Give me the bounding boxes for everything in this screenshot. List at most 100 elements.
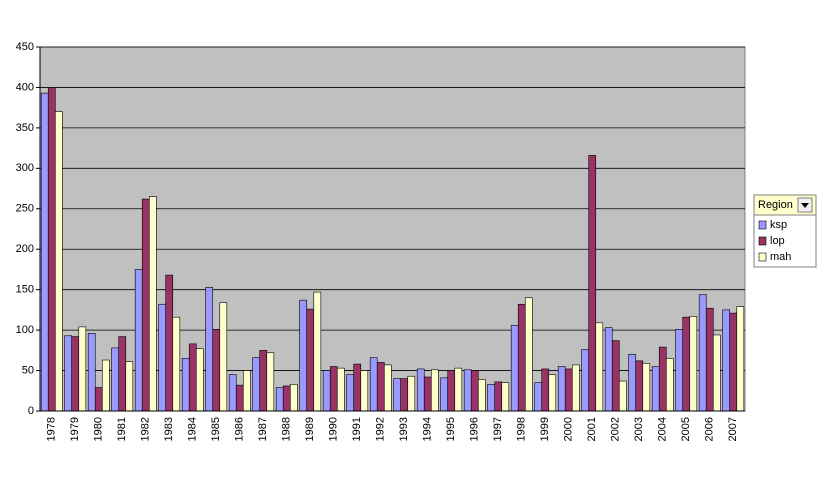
legend-label: lop <box>770 235 785 247</box>
x-tick-label: 1999 <box>539 417 551 441</box>
bar <box>336 367 345 412</box>
x-tick-label: 1989 <box>304 417 316 441</box>
bar <box>205 286 214 412</box>
x-tick-label: 2005 <box>680 417 692 441</box>
bar <box>665 358 674 412</box>
legend-dropdown[interactable] <box>797 197 813 213</box>
bar <box>383 364 392 412</box>
bar <box>259 350 268 412</box>
bar <box>658 346 667 412</box>
bar <box>94 387 103 412</box>
bar <box>463 369 472 412</box>
bar <box>447 370 456 412</box>
bar <box>651 366 660 412</box>
bar <box>235 384 244 412</box>
bar <box>736 306 745 412</box>
bar <box>118 336 127 412</box>
bar <box>604 327 613 412</box>
bar <box>494 381 503 412</box>
bar <box>705 307 714 412</box>
x-tick-label: 2006 <box>704 417 716 441</box>
legend-swatch <box>758 220 767 230</box>
bar <box>299 299 308 412</box>
bar <box>487 384 496 412</box>
bar <box>282 385 291 412</box>
bar <box>353 363 362 412</box>
legend-swatch <box>758 236 767 246</box>
bar <box>477 379 486 412</box>
bar <box>346 374 355 412</box>
bar <box>642 362 651 412</box>
bar <box>228 374 237 412</box>
bar <box>47 87 56 412</box>
bar <box>158 303 167 412</box>
bar <box>78 326 87 412</box>
bar <box>517 303 526 412</box>
legend-label: ksp <box>770 219 787 231</box>
x-tick-label: 1985 <box>210 417 222 441</box>
bar <box>400 378 409 412</box>
x-tick-label: 1979 <box>69 417 81 441</box>
y-tick-label: 250 <box>16 203 34 215</box>
bar <box>628 354 637 412</box>
bar <box>71 336 80 412</box>
bar <box>87 333 96 412</box>
x-tick-label: 2002 <box>610 417 622 441</box>
bar <box>682 316 691 412</box>
legend-title: Region <box>758 199 793 211</box>
y-tick-label: 100 <box>16 324 34 336</box>
bar <box>729 312 738 412</box>
x-tick-label: 1987 <box>257 417 269 441</box>
x-tick-label: 2003 <box>633 417 645 441</box>
bar <box>313 291 322 412</box>
bar <box>393 378 402 412</box>
bar <box>635 360 644 412</box>
x-tick-label: 1986 <box>234 417 246 441</box>
bar <box>64 335 73 412</box>
legend-swatch <box>758 252 767 262</box>
bar <box>454 367 463 412</box>
bar <box>595 322 604 412</box>
x-tick-label: 1991 <box>351 417 363 441</box>
x-tick-label: 1988 <box>281 417 293 441</box>
bar <box>360 370 369 412</box>
bar <box>219 302 228 412</box>
bar <box>675 329 684 412</box>
bar <box>407 375 416 412</box>
x-tick-label: 1980 <box>93 417 105 441</box>
bar <box>306 308 315 412</box>
bar <box>376 362 385 412</box>
x-tick-label: 1998 <box>516 417 528 441</box>
bar <box>430 369 439 412</box>
bar <box>134 269 143 412</box>
bar <box>322 370 331 412</box>
bar <box>172 316 181 412</box>
dropdown-arrow[interactable] <box>801 203 809 208</box>
bar <box>712 334 721 412</box>
bar <box>242 370 251 412</box>
bar <box>722 309 731 412</box>
bar <box>416 368 425 412</box>
bar <box>54 111 63 412</box>
legend: Region ksp lop mah <box>753 194 817 268</box>
bar <box>689 316 698 412</box>
bar <box>125 361 134 412</box>
y-tick-label: 50 <box>22 364 34 376</box>
x-tick-label: 1984 <box>187 417 199 441</box>
bar <box>275 387 284 412</box>
x-tick-label: 2001 <box>586 417 598 441</box>
bar <box>40 92 49 412</box>
bar <box>618 380 627 412</box>
y-tick-label: 400 <box>16 81 34 93</box>
bar <box>581 349 590 412</box>
y-tick-label: 300 <box>16 162 34 174</box>
y-tick-label: 450 <box>16 41 34 53</box>
bar <box>141 198 150 412</box>
y-tick-label: 150 <box>16 284 34 296</box>
bar <box>423 376 432 412</box>
y-tick-label: 200 <box>16 243 34 255</box>
bar <box>571 364 580 412</box>
bar <box>534 382 543 412</box>
